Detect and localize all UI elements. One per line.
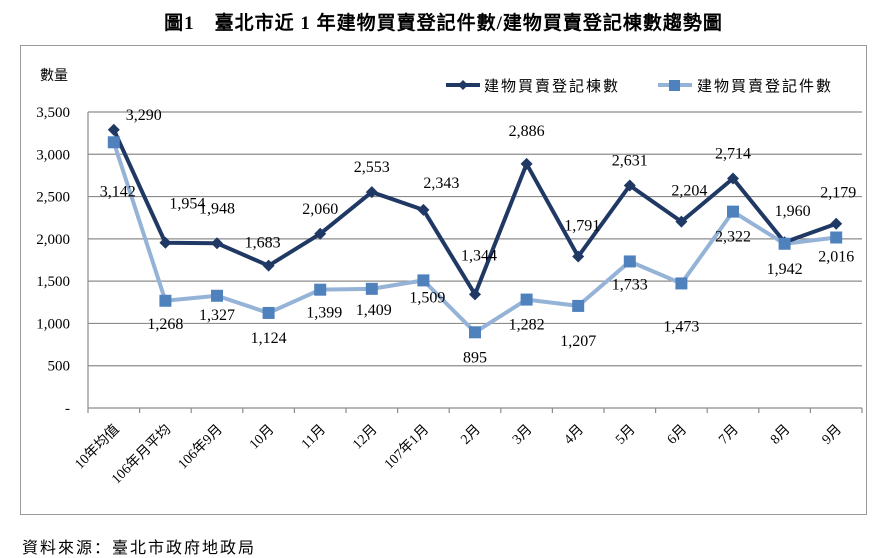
x-tick-label: 2月 [458,422,484,448]
square-marker [365,282,378,295]
diamond-marker [572,250,585,263]
data-label-buildings: 1,948 [199,200,235,217]
data-label-cases: 2,016 [818,249,854,266]
y-axis-title: 數量 [40,68,68,84]
x-tick-label: 107年1月 [381,422,432,473]
square-marker [159,294,172,307]
square-marker [314,283,327,296]
square-marker [830,231,843,244]
diamond-marker [365,186,378,199]
x-tick-label: 4月 [561,422,587,448]
data-label-cases: 1,124 [251,330,287,347]
series-group [107,123,843,339]
x-tick-label: 9月 [819,422,845,448]
square-marker [469,326,481,339]
square-marker [675,277,688,290]
data-label-buildings: 1,954 [169,196,205,213]
diamond-marker [675,215,688,228]
data-label-buildings: 2,179 [820,185,856,202]
data-label-cases: 1,268 [147,316,183,333]
data-label-buildings: 2,631 [612,152,648,169]
legend-diamond-icon [458,80,468,90]
data-label-cases: 1,207 [560,333,596,350]
data-label-cases: 1,409 [356,302,392,319]
diamond-marker [469,288,481,301]
y-tick-label: - [65,401,70,417]
diamond-marker [727,172,739,185]
data-label-cases: 895 [463,349,487,366]
data-label-cases: 1,282 [509,317,545,334]
diamond-marker [417,203,430,216]
x-tick-label: 106年9月 [175,422,226,473]
square-marker [520,293,533,306]
data-label-cases: 1,473 [663,318,699,335]
y-tick-label: 1,500 [36,274,70,290]
data-label-cases: 3,142 [100,183,136,200]
square-marker [727,205,739,218]
diamond-marker [107,123,120,136]
source-note: 資料來源：臺北市政府地政局 [22,538,257,557]
data-label-buildings: 1,791 [564,218,600,235]
x-tick-label: 6月 [664,422,690,448]
chart-frame [20,45,867,515]
chart-title: 圖1 臺北市近 1 年建物買賣登記件數/建物買賣登記棟數趨勢圖 [164,13,723,34]
legend: 建物買賣登記棟數 建物買賣登記件數 [446,77,833,95]
square-marker [417,274,430,287]
x-tick-label: 12月 [350,422,381,453]
square-marker [262,306,275,319]
data-label-buildings: 2,553 [354,159,390,176]
legend-label-cases: 建物買賣登記件數 [697,77,833,95]
square-marker [211,289,223,302]
data-label-buildings: 2,060 [302,201,338,218]
diamond-marker [262,259,275,272]
data-label-buildings: 1,683 [245,235,281,252]
diamond-marker [623,179,636,192]
diamond-marker [314,227,327,240]
data-label-buildings: 2,886 [509,123,545,140]
data-label-buildings: 3,290 [126,107,162,124]
data-label-cases: 1,509 [409,289,445,306]
data-label-cases: 1,733 [612,276,648,293]
data-label-cases: 1,327 [199,307,235,324]
data-label-buildings: 2,204 [671,183,707,200]
data-label-buildings: 2,714 [715,145,751,162]
diamond-marker [159,236,172,249]
x-tick-label: 5月 [612,422,638,448]
diamond-marker [211,237,223,250]
y-tick-label: 2,000 [36,232,70,248]
y-tick-label: 500 [48,359,71,375]
y-axis: - 500 1,000 1,500 2,000 2,500 3,000 3,500 [36,105,89,417]
square-marker [107,136,120,149]
legend-square-icon [669,80,680,91]
y-tick-label: 3,000 [36,147,70,163]
data-label-cases: 2,322 [715,229,751,246]
data-label-cases: 1,942 [767,261,803,278]
data-label-buildings: 2,343 [423,175,459,192]
data-label-cases: 1,399 [306,305,342,322]
data-label-buildings: 1,344 [461,247,497,264]
x-tick-label: 3月 [509,422,535,448]
diamond-marker [520,157,533,170]
square-marker [778,237,791,250]
data-label-buildings: 1,960 [775,203,811,220]
legend-label-buildings: 建物買賣登記棟數 [484,77,620,95]
diamond-marker [830,217,843,230]
y-tick-label: 2,500 [36,190,70,206]
x-tick-label: 10年均值 [72,422,123,473]
x-tick-label: 8月 [767,422,793,448]
x-tick-label: 7月 [716,422,742,448]
x-tick-label: 10月 [246,422,277,453]
square-marker [623,255,636,268]
square-marker [572,299,585,312]
x-tick-label: 11月 [298,422,329,453]
y-tick-label: 1,000 [36,316,70,332]
y-tick-label: 3,500 [36,105,70,121]
